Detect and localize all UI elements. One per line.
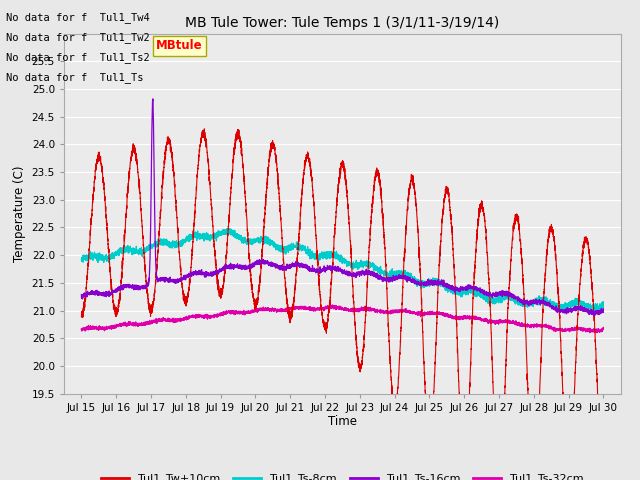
Legend: Tul1_Tw+10cm, Tul1_Ts-8cm, Tul1_Ts-16cm, Tul1_Ts-32cm: Tul1_Tw+10cm, Tul1_Ts-8cm, Tul1_Ts-16cm,… (97, 469, 588, 480)
Text: No data for f  Tul1_Ts2: No data for f Tul1_Ts2 (6, 52, 150, 63)
Y-axis label: Temperature (C): Temperature (C) (13, 165, 26, 262)
X-axis label: Time: Time (328, 415, 357, 429)
Title: MB Tule Tower: Tule Temps 1 (3/1/11-3/19/14): MB Tule Tower: Tule Temps 1 (3/1/11-3/19… (185, 16, 500, 30)
Text: No data for f  Tul1_Tw4: No data for f Tul1_Tw4 (6, 12, 150, 23)
Text: No data for f  Tul1_Ts: No data for f Tul1_Ts (6, 72, 144, 84)
Text: No data for f  Tul1_Tw2: No data for f Tul1_Tw2 (6, 32, 150, 43)
Text: MBtule: MBtule (156, 39, 203, 52)
